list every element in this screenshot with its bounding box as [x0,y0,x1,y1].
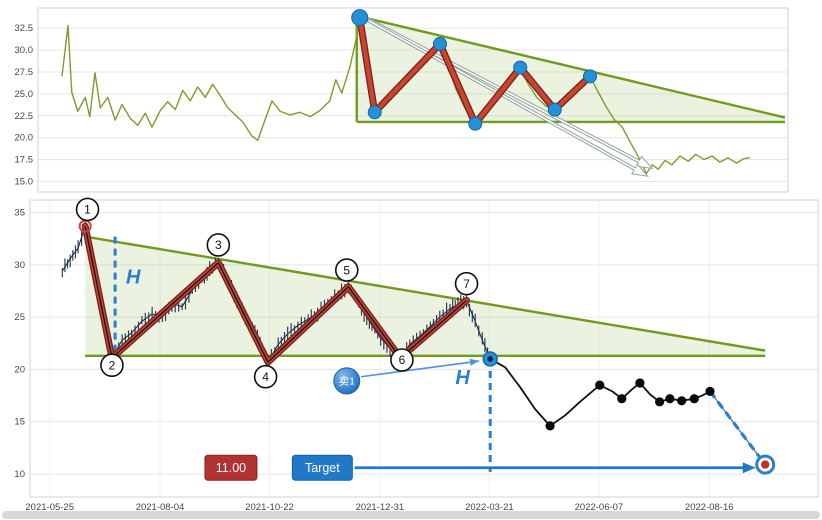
x-axis-tick-label: 2021-05-25 [25,502,74,513]
wave-number-label-5: 5 [343,263,350,277]
price-target-value-badge[interactable] [204,454,258,481]
pivot-dot[interactable] [433,36,447,51]
projection-arrow [366,18,650,177]
y-axis-tick-label: 15.0 [15,176,34,187]
y-axis-tick-label: 15 [14,417,25,428]
top-panel: 32.5 30.0 27.5 25.0 22.5 20.0 17.5 15.0 [15,7,789,193]
y-axis-tick-label: 32.5 [15,23,34,34]
projection-tail-dashed-line [708,390,767,466]
y-axis-tick-label: 10 [14,469,25,480]
wave-number-label-1: 1 [84,203,91,217]
y-axis-tick-label: 35 [14,208,25,219]
wave-number-circle-2[interactable] [100,353,124,378]
target-badge[interactable] [291,454,353,481]
breakdown-marker-center [487,356,493,362]
pivot-dot[interactable] [351,9,369,27]
x-axis-tick-label: 2021-10-22 [245,502,294,513]
wave-number-label-7: 7 [463,277,470,291]
swing-point-dot[interactable] [545,421,555,431]
target-arrow-head [742,462,756,474]
sell-signal-arrow-line [360,360,480,378]
wave-number-label-2: 2 [109,358,116,372]
wave-number-circle-1[interactable] [75,197,100,222]
wave-number-label-3: 3 [215,238,222,252]
wave-number-label-6: 6 [399,353,406,367]
y-axis-tick-label: 22.5 [15,111,34,122]
y-axis-tick-label: 25 [14,312,25,323]
x-axis-tick-label: 2022-03-21 [465,502,514,513]
swing-point-dot[interactable] [705,386,715,396]
y-axis-tick-label: 30.0 [15,45,34,56]
swing-point-dot[interactable] [665,394,675,404]
swing-point-dot[interactable] [677,396,687,406]
wave-number-circle-4[interactable] [253,364,278,389]
x-axis-tick-label: 2022-08-16 [685,502,734,513]
sell-signal-badge[interactable] [333,367,361,395]
bottom-panel-border [29,199,819,498]
height-measure-label: H [126,267,141,289]
sell-signal-arrow-head [469,358,480,366]
swing-point-dot[interactable] [635,378,645,388]
wave-number-label-4: 4 [262,370,269,384]
swing-point-dot[interactable] [655,397,665,407]
wave-number-circle-3[interactable] [206,233,231,257]
swing-point-dot[interactable] [617,394,627,404]
top-panel-border [37,7,789,193]
y-axis-tick-label: 20.0 [15,133,34,144]
pivot-dot[interactable] [367,105,382,120]
wave-number-circle-5[interactable] [334,258,359,282]
pivot-dot[interactable] [547,102,562,117]
x-axis-tick-label: 2021-12-31 [356,502,405,513]
price-target-value-badge-label: 11.00 [216,461,246,475]
triangle-line [84,235,766,352]
swing-point-dot[interactable] [689,394,699,404]
y-axis-tick-label: 20 [14,364,25,375]
height-measure-label: H [455,367,470,389]
pivot-dot[interactable] [513,60,528,75]
x-axis-tick-label: 2021-08-04 [136,502,185,513]
target-point-center [761,460,770,469]
target-badge-label: Target [305,461,340,475]
sell-signal-badge-label: 卖1 [339,376,355,388]
wave-number-circle-6[interactable] [390,348,414,372]
y-axis-tick-label: 30 [14,260,25,271]
y-axis-tick-label: 17.5 [15,155,34,166]
pivot-dot[interactable] [468,116,483,131]
horizontal-scrollbar[interactable] [2,511,820,519]
y-axis-tick-label: 25.0 [15,89,34,100]
y-axis-tick-label: 27.5 [15,67,34,78]
swing-point-dot[interactable] [595,380,605,390]
x-axis-tick-label: 2022-06-07 [575,502,624,513]
pivot-dot[interactable] [583,69,597,84]
wave-number-circle-7[interactable] [454,271,479,296]
